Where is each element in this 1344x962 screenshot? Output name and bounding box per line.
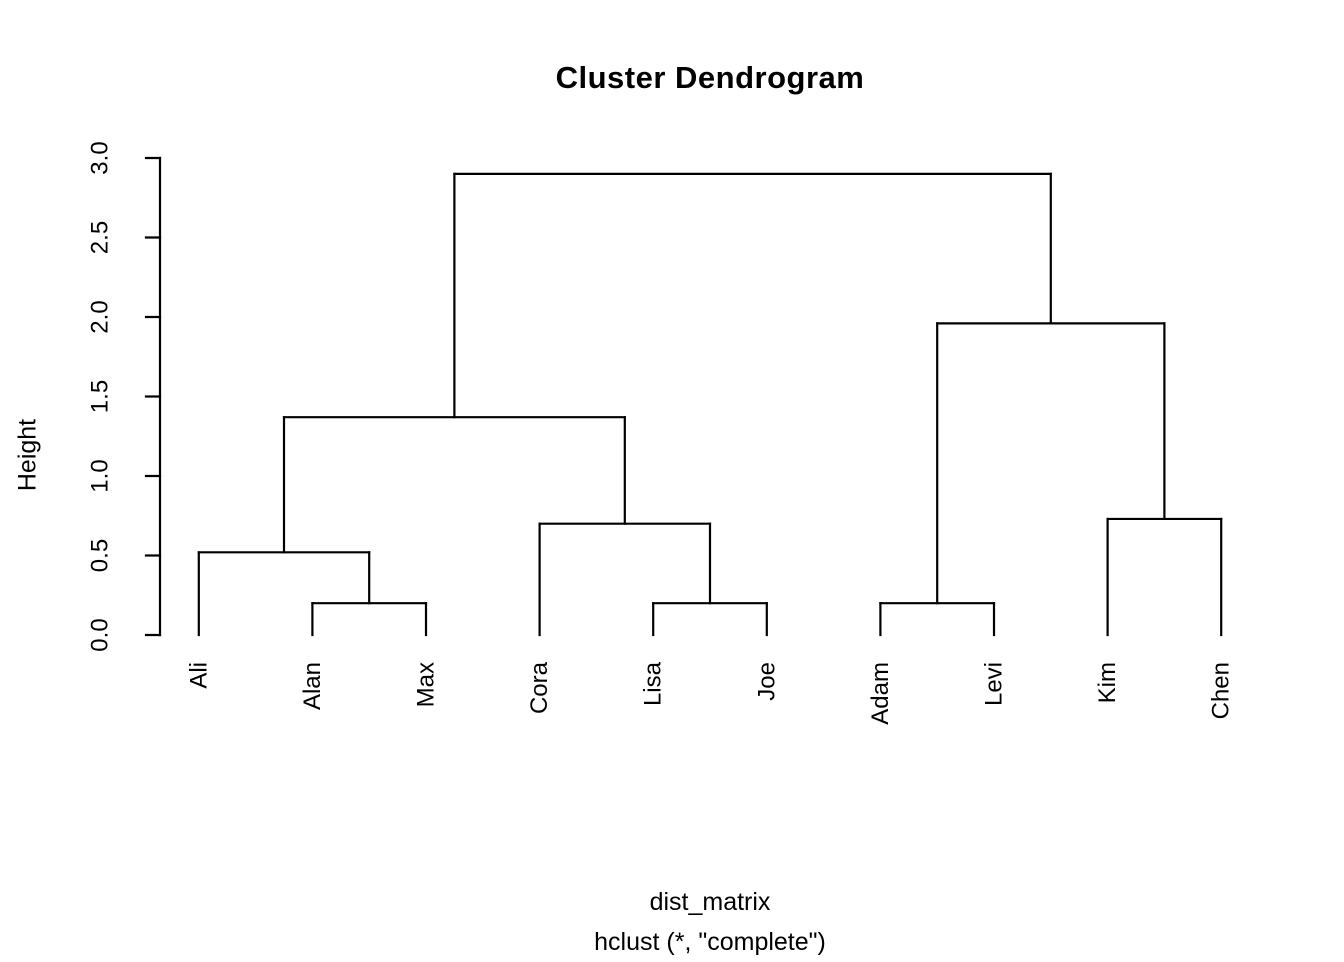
leaf-label-levi: Levi xyxy=(981,662,1008,706)
leaf-label-cora: Cora xyxy=(526,661,553,714)
y-tick-label-2.5: 2.5 xyxy=(87,221,114,254)
leaf-label-chen: Chen xyxy=(1208,662,1235,719)
leaf-label-adam: Adam xyxy=(867,662,894,725)
chart-title: Cluster Dendrogram xyxy=(555,60,865,95)
y-tick-label-0.0: 0.0 xyxy=(87,618,114,651)
plot-caption: dist_matrix hclust (*, "complete") xyxy=(142,882,1278,962)
leaf-label-alan: Alan xyxy=(299,662,326,710)
y-tick-label-1.5: 1.5 xyxy=(87,380,114,413)
leaf-label-joe: Joe xyxy=(753,662,780,701)
leaf-label-kim: Kim xyxy=(1094,662,1121,703)
leaf-label-ali: Ali xyxy=(185,662,212,689)
y-tick-label-0.5: 0.5 xyxy=(87,539,114,572)
y-axis-label: Height xyxy=(13,418,42,492)
y-tick-label-1.0: 1.0 xyxy=(87,459,114,492)
caption-xlabel: dist_matrix xyxy=(649,888,771,916)
y-tick-label-3.0: 3.0 xyxy=(87,141,114,174)
caption-call: hclust (*, "complete") xyxy=(594,928,826,956)
leaf-label-lisa: Lisa xyxy=(640,661,667,706)
y-tick-label-2.0: 2.0 xyxy=(87,300,114,333)
leaf-label-max: Max xyxy=(413,662,440,707)
